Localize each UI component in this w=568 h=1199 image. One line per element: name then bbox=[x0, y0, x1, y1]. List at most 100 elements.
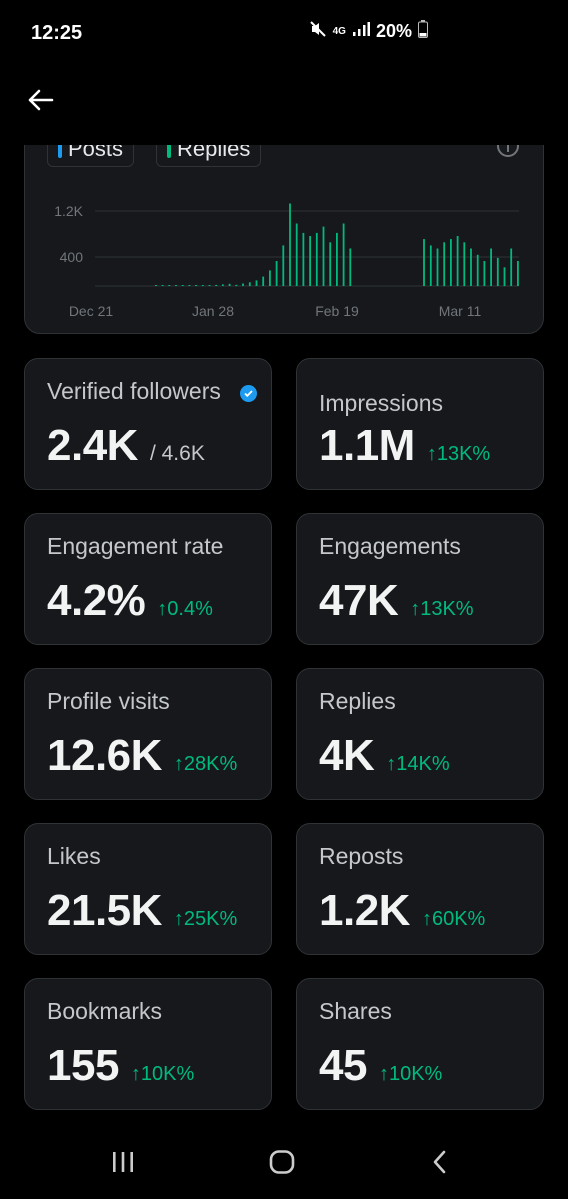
chart-bar bbox=[302, 232, 305, 286]
stat-change: ↑10K% bbox=[378, 1063, 443, 1085]
system-back-button[interactable] bbox=[418, 1149, 462, 1179]
stat-change: ↑14K% bbox=[386, 753, 450, 775]
chart-bar bbox=[228, 283, 231, 286]
back-button[interactable] bbox=[22, 84, 58, 120]
replies-swatch bbox=[167, 140, 172, 158]
stat-value: 2.4K bbox=[47, 421, 138, 470]
stat-row: 4K ↑14K% bbox=[319, 731, 450, 781]
stat-card-replies[interactable]: Replies 4K ↑14K% bbox=[296, 668, 544, 800]
network-label: 4G bbox=[332, 25, 346, 37]
chart-bar bbox=[188, 285, 191, 286]
stat-card-verified-followers[interactable]: Verified followers 2.4K / 4.6K bbox=[24, 358, 272, 490]
chart-bar bbox=[222, 284, 224, 286]
chart-bar bbox=[423, 239, 425, 286]
recent-apps-icon bbox=[111, 1151, 135, 1178]
x-tick-label: Dec 21 bbox=[69, 303, 114, 319]
stat-card-shares[interactable]: Shares 45 ↑10K% bbox=[296, 978, 544, 1110]
stat-change: ↑60K% bbox=[421, 908, 486, 930]
chart-bar bbox=[295, 223, 298, 286]
chart-bar bbox=[496, 257, 499, 286]
stat-card-engagement-rate[interactable]: Engagement rate 4.2% ↑0.4% bbox=[24, 513, 272, 645]
home-button[interactable] bbox=[260, 1149, 304, 1179]
chart-bar bbox=[289, 203, 291, 286]
stat-label: Likes bbox=[47, 843, 101, 869]
chart-bar bbox=[201, 285, 204, 286]
status-indicators: 4G 20% bbox=[309, 20, 428, 43]
y-tick-label: 400 bbox=[60, 249, 84, 265]
stat-card-reposts[interactable]: Reposts 1.2K ↑60K% bbox=[296, 823, 544, 955]
chart-bar bbox=[195, 285, 197, 286]
stat-row: 12.6K ↑28K% bbox=[47, 731, 237, 781]
chart-bar bbox=[342, 223, 345, 286]
stat-label: Shares bbox=[319, 998, 392, 1024]
stat-label: Reposts bbox=[319, 843, 404, 869]
stat-card-bookmarks[interactable]: Bookmarks 155 ↑10K% bbox=[24, 978, 272, 1110]
stat-change: ↑13K% bbox=[426, 443, 491, 465]
chart-bar bbox=[309, 236, 311, 286]
stat-row: 1.2K ↑60K% bbox=[319, 886, 485, 936]
signal-icon bbox=[352, 21, 370, 42]
chart-bar bbox=[336, 232, 338, 286]
chart-bar bbox=[463, 242, 466, 287]
chart-bar bbox=[503, 267, 506, 287]
stat-change: ↑28K% bbox=[173, 753, 238, 775]
chart-bar bbox=[476, 254, 479, 287]
stat-label: Impressions bbox=[319, 390, 443, 416]
stat-value: 155 bbox=[47, 1041, 119, 1090]
stat-row: 45 ↑10K% bbox=[319, 1041, 442, 1091]
chart-bar bbox=[175, 285, 177, 286]
chart-bar bbox=[255, 280, 258, 286]
battery-percent: 20% bbox=[375, 21, 412, 41]
mute-icon bbox=[309, 20, 327, 43]
chart-bar bbox=[275, 261, 278, 286]
status-time: 12:25 bbox=[31, 22, 83, 44]
chart-bar bbox=[483, 261, 486, 286]
bar-chart: 1.2K 400 Dec 21 Jan 28 Feb 19 Mar 11 bbox=[54, 203, 519, 319]
stat-value: 1.1M bbox=[319, 421, 415, 470]
stat-card-engagements[interactable]: Engagements 47K ↑13K% bbox=[296, 513, 544, 645]
chart-bar bbox=[322, 226, 325, 286]
status-bar: 12:25 4G 20% bbox=[0, 0, 568, 70]
stat-total: / 4.6K bbox=[149, 442, 205, 465]
stat-row: 47K ↑13K% bbox=[319, 576, 474, 626]
chart-bar bbox=[208, 285, 211, 286]
stat-change: ↑13K% bbox=[410, 598, 474, 620]
y-tick-label: 1.2K bbox=[54, 203, 83, 219]
stat-change: ↑0.4% bbox=[157, 598, 213, 620]
stat-row: 21.5K ↑25K% bbox=[47, 886, 237, 936]
stat-card-impressions[interactable]: Impressions 1.1M ↑13K% bbox=[296, 358, 544, 490]
chart-bar bbox=[235, 284, 238, 287]
stat-card-profile-visits[interactable]: Profile visits 12.6K ↑28K% bbox=[24, 668, 272, 800]
stat-change: ↑25K% bbox=[173, 908, 238, 930]
stat-row: 4.2% ↑0.4% bbox=[47, 576, 213, 626]
stat-label: Engagements bbox=[319, 533, 461, 559]
chart-bar bbox=[262, 276, 265, 286]
chart-bar bbox=[181, 285, 184, 286]
chart-bar bbox=[161, 285, 164, 286]
stat-card-likes[interactable]: Likes 21.5K ↑25K% bbox=[24, 823, 272, 955]
chart-bar bbox=[436, 248, 439, 286]
system-nav-bar bbox=[0, 1129, 568, 1199]
home-icon bbox=[269, 1149, 295, 1179]
chart-bar bbox=[443, 242, 446, 287]
chart-bar bbox=[215, 284, 218, 286]
x-tick-label: Mar 11 bbox=[439, 303, 482, 319]
stat-row: 155 ↑10K% bbox=[47, 1041, 194, 1091]
posts-swatch bbox=[58, 140, 62, 158]
chevron-left-icon bbox=[432, 1150, 448, 1179]
stat-value: 4K bbox=[319, 731, 375, 780]
recent-apps-button[interactable] bbox=[101, 1149, 145, 1179]
x-tick-label: Feb 19 bbox=[315, 303, 359, 319]
chart-bar bbox=[450, 239, 452, 286]
stat-change: ↑10K% bbox=[130, 1063, 195, 1085]
chart-bar bbox=[168, 285, 171, 286]
chart-bar bbox=[490, 248, 492, 286]
analytics-chart-card: Posts Replies 1.2K 400 Dec 21 Jan 28 Feb 19 M… bbox=[24, 110, 544, 334]
chart-bar bbox=[510, 248, 513, 286]
stat-label: Profile visits bbox=[47, 688, 170, 714]
chart-bar bbox=[282, 245, 285, 286]
stat-value: 12.6K bbox=[47, 731, 162, 780]
chart-bar bbox=[248, 282, 251, 287]
chart-bar bbox=[155, 285, 157, 286]
x-tick-label: Jan 28 bbox=[192, 303, 234, 319]
